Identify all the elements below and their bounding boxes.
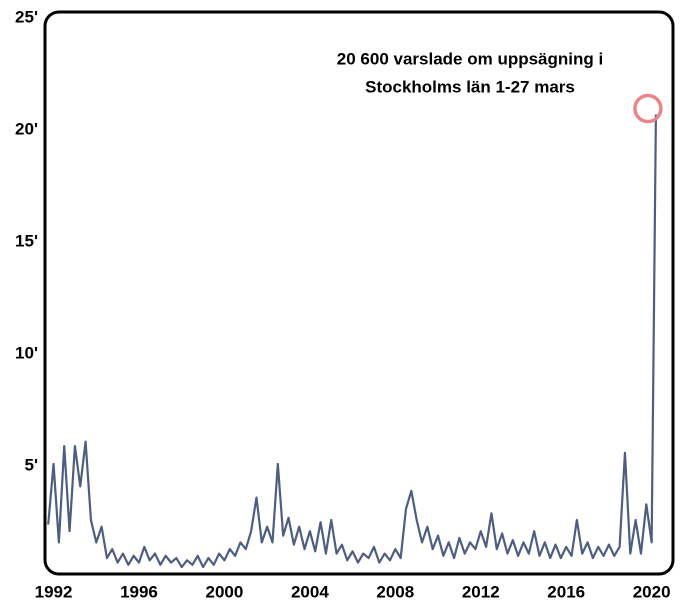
- annotation: 20 600 varslade om uppsägning i: [337, 49, 603, 68]
- x-tick-label: 2000: [206, 582, 244, 601]
- y-tick-label: 20': [15, 119, 38, 138]
- annotation: Stockholms län 1-27 mars: [365, 77, 575, 96]
- y-tick-label: 5': [25, 455, 39, 474]
- y-tick-label: 10': [15, 343, 38, 362]
- highlight-circle: [633, 93, 663, 124]
- x-tick-label: 2020: [633, 582, 671, 601]
- line: [47, 114, 658, 569]
- y-tick-label: 15': [15, 231, 38, 250]
- x-tick-label: 2016: [547, 582, 585, 601]
- x-tick-label: 2012: [462, 582, 500, 601]
- x-tick-label: 1992: [35, 582, 73, 601]
- x-tick-label: 2004: [291, 582, 329, 601]
- x-tick-label: 2008: [376, 582, 414, 601]
- plot-frame: [43, 10, 675, 576]
- x-tick-label: 1996: [120, 582, 158, 601]
- y-tick-label: 25': [15, 7, 38, 26]
